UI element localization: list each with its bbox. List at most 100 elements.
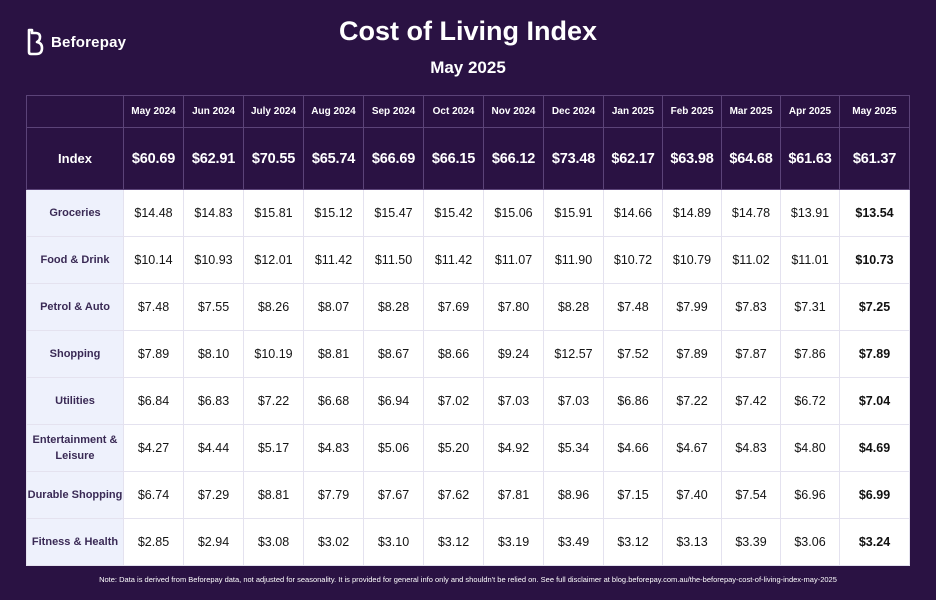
category-value: $4.66 bbox=[603, 424, 663, 472]
category-value: $11.42 bbox=[303, 236, 364, 284]
category-value: $3.06 bbox=[780, 518, 840, 566]
category-value: $7.52 bbox=[603, 330, 663, 378]
category-value: $7.89 bbox=[662, 330, 722, 378]
category-value: $7.67 bbox=[363, 471, 424, 519]
month-header: Oct 2024 bbox=[423, 95, 484, 128]
index-row-label: Index bbox=[26, 127, 124, 190]
category-value: $6.83 bbox=[183, 377, 244, 425]
table-row: Groceries $14.48 $14.83 $15.81 $15.12 $15.47 $… bbox=[26, 189, 910, 237]
category-value: $7.54 bbox=[721, 471, 781, 519]
category-value: $7.42 bbox=[721, 377, 781, 425]
brand-logo: Beforepay bbox=[26, 28, 126, 56]
category-value: $11.02 bbox=[721, 236, 781, 284]
category-value: $15.06 bbox=[483, 189, 544, 237]
category-value: $7.80 bbox=[483, 283, 544, 331]
category-value: $5.17 bbox=[243, 424, 304, 472]
category-value: $12.57 bbox=[543, 330, 604, 378]
month-header: Sep 2024 bbox=[363, 95, 424, 128]
category-value: $15.91 bbox=[543, 189, 604, 237]
category-value: $7.29 bbox=[183, 471, 244, 519]
category-value: $10.14 bbox=[123, 236, 184, 284]
category-value: $12.01 bbox=[243, 236, 304, 284]
category-label: Entertainment & Leisure bbox=[26, 424, 124, 472]
category-value: $9.24 bbox=[483, 330, 544, 378]
current-month-value: $6.99 bbox=[839, 471, 910, 519]
current-month-value: $7.89 bbox=[839, 330, 910, 378]
category-value: $8.96 bbox=[543, 471, 604, 519]
category-value: $7.40 bbox=[662, 471, 722, 519]
brand-name: Beforepay bbox=[51, 33, 127, 51]
category-label: Utilities bbox=[26, 377, 124, 425]
category-value: $7.79 bbox=[303, 471, 364, 519]
category-value: $4.92 bbox=[483, 424, 544, 472]
category-value: $13.91 bbox=[780, 189, 840, 237]
category-value: $4.80 bbox=[780, 424, 840, 472]
table-row: Durable Shopping $6.74 $7.29 $8.81 $7.79 $7.6… bbox=[26, 471, 910, 519]
category-value: $10.93 bbox=[183, 236, 244, 284]
index-value: $70.55 bbox=[243, 127, 304, 190]
category-value: $8.66 bbox=[423, 330, 484, 378]
category-value: $6.86 bbox=[603, 377, 663, 425]
category-value: $6.68 bbox=[303, 377, 364, 425]
category-value: $3.13 bbox=[662, 518, 722, 566]
category-value: $7.22 bbox=[662, 377, 722, 425]
category-label: Fitness & Health bbox=[26, 518, 124, 566]
current-month-value: $10.73 bbox=[839, 236, 910, 284]
table-row: Food & Drink $10.14 $10.93 $12.01 $11.42 $11.… bbox=[26, 236, 910, 284]
current-month-value: $4.69 bbox=[839, 424, 910, 472]
table-row: Petrol & Auto $7.48 $7.55 $8.26 $8.07 $8.28 $7… bbox=[26, 283, 910, 331]
category-value: $8.81 bbox=[243, 471, 304, 519]
index-value: $62.17 bbox=[603, 127, 663, 190]
table-row: Shopping $7.89 $8.10 $10.19 $8.81 $8.67 $8.66 $… bbox=[26, 330, 910, 378]
category-value: $14.66 bbox=[603, 189, 663, 237]
category-value: $2.85 bbox=[123, 518, 184, 566]
category-value: $5.34 bbox=[543, 424, 604, 472]
category-label: Shopping bbox=[26, 330, 124, 378]
month-header: Jan 2025 bbox=[603, 95, 663, 128]
category-value: $7.83 bbox=[721, 283, 781, 331]
category-value: $5.20 bbox=[423, 424, 484, 472]
category-value: $11.50 bbox=[363, 236, 424, 284]
category-value: $4.83 bbox=[721, 424, 781, 472]
category-value: $3.39 bbox=[721, 518, 781, 566]
month-header: Nov 2024 bbox=[483, 95, 544, 128]
category-value: $7.22 bbox=[243, 377, 304, 425]
category-value: $2.94 bbox=[183, 518, 244, 566]
category-label: Groceries bbox=[26, 189, 124, 237]
category-value: $3.12 bbox=[423, 518, 484, 566]
category-value: $6.96 bbox=[780, 471, 840, 519]
index-value: $64.68 bbox=[721, 127, 781, 190]
category-value: $15.42 bbox=[423, 189, 484, 237]
index-value: $62.91 bbox=[183, 127, 244, 190]
index-value: $63.98 bbox=[662, 127, 722, 190]
category-value: $11.07 bbox=[483, 236, 544, 284]
current-month-value: $7.25 bbox=[839, 283, 910, 331]
disclaimer-note: Note: Data is derived from Beforepay dat… bbox=[99, 575, 837, 584]
index-value: $66.69 bbox=[363, 127, 424, 190]
index-value: $66.15 bbox=[423, 127, 484, 190]
index-value: $66.12 bbox=[483, 127, 544, 190]
table-row: Utilities $6.84 $6.83 $7.22 $6.68 $6.94 $7.02 $… bbox=[26, 377, 910, 425]
index-value: $61.37 bbox=[839, 127, 910, 190]
category-value: $6.84 bbox=[123, 377, 184, 425]
category-value: $14.89 bbox=[662, 189, 722, 237]
page-subtitle: May 2025 bbox=[430, 58, 506, 77]
index-value: $60.69 bbox=[123, 127, 184, 190]
category-value: $7.81 bbox=[483, 471, 544, 519]
category-value: $7.99 bbox=[662, 283, 722, 331]
category-value: $3.19 bbox=[483, 518, 544, 566]
category-value: $10.72 bbox=[603, 236, 663, 284]
category-label: Durable Shopping bbox=[26, 471, 124, 519]
corner-cell bbox=[26, 95, 124, 128]
category-value: $11.42 bbox=[423, 236, 484, 284]
category-value: $14.48 bbox=[123, 189, 184, 237]
category-value: $14.83 bbox=[183, 189, 244, 237]
current-month-value: $7.04 bbox=[839, 377, 910, 425]
month-header: July 2024 bbox=[243, 95, 304, 128]
category-value: $11.90 bbox=[543, 236, 604, 284]
category-value: $8.81 bbox=[303, 330, 364, 378]
category-value: $8.28 bbox=[363, 283, 424, 331]
category-value: $5.06 bbox=[363, 424, 424, 472]
category-value: $4.83 bbox=[303, 424, 364, 472]
index-value: $65.74 bbox=[303, 127, 364, 190]
